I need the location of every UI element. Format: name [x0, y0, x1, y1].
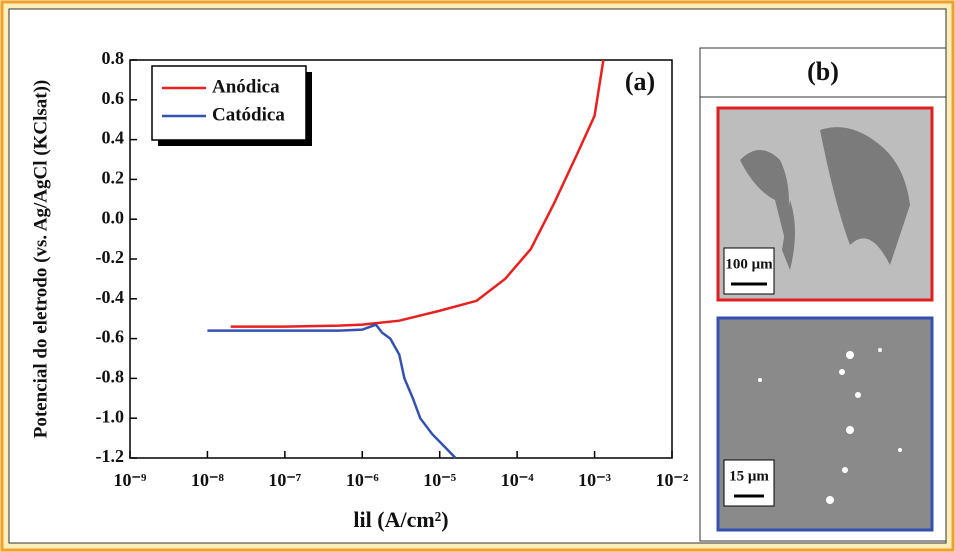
micrograph-1: 100 μm — [718, 108, 932, 300]
x-axis-label: lil (A/cm²) — [353, 507, 448, 532]
scale-label: 15 μm — [729, 468, 769, 484]
page: {"chart_data": { "type": "line", "log_x"… — [0, 0, 955, 552]
figure: Potencial do eletrodo (vs. Ag/AgCl (KCls… — [0, 0, 955, 552]
y-tick-label: -0.8 — [96, 367, 125, 387]
x-tick-label: 10⁻⁸ — [191, 470, 225, 490]
legend-label: Catódica — [212, 104, 285, 125]
legend: Anódica Catódica — [152, 66, 312, 146]
y-tick-label: 0.2 — [102, 168, 125, 188]
x-tick-label: 10⁻⁶ — [346, 470, 380, 490]
x-tick-label: 10⁻⁴ — [501, 470, 535, 490]
y-tick-label: -0.6 — [96, 327, 125, 347]
y-tick-label: 0.4 — [102, 128, 125, 148]
y-tick-label: -0.4 — [96, 287, 125, 307]
panel-label: (a) — [625, 67, 655, 96]
y-tick-label: 0.6 — [102, 88, 125, 108]
y-tick-label: 0.0 — [102, 207, 125, 227]
x-tick-label: 10⁻⁷ — [268, 470, 302, 490]
scale-label: 100 μm — [725, 256, 773, 272]
x-tick-label: 10⁻⁵ — [423, 470, 457, 490]
y-tick-label: -1.0 — [96, 406, 125, 426]
x-tick-label: 10⁻³ — [578, 470, 612, 490]
y-tick-label: -0.2 — [96, 247, 125, 267]
legend-label: Anódica — [212, 76, 280, 97]
x-tick-label: 10⁻² — [656, 470, 689, 490]
y-axis-label: Potencial do eletrodo (vs. Ag/AgCl (KCls… — [30, 80, 51, 439]
y-tick-label: -1.2 — [96, 446, 125, 466]
x-tick-label: 10⁻⁹ — [114, 470, 148, 490]
y-tick-label: 0.8 — [102, 48, 125, 68]
micrograph-2: 15 μm — [718, 318, 932, 530]
panel-b-label: (b) — [807, 57, 839, 86]
